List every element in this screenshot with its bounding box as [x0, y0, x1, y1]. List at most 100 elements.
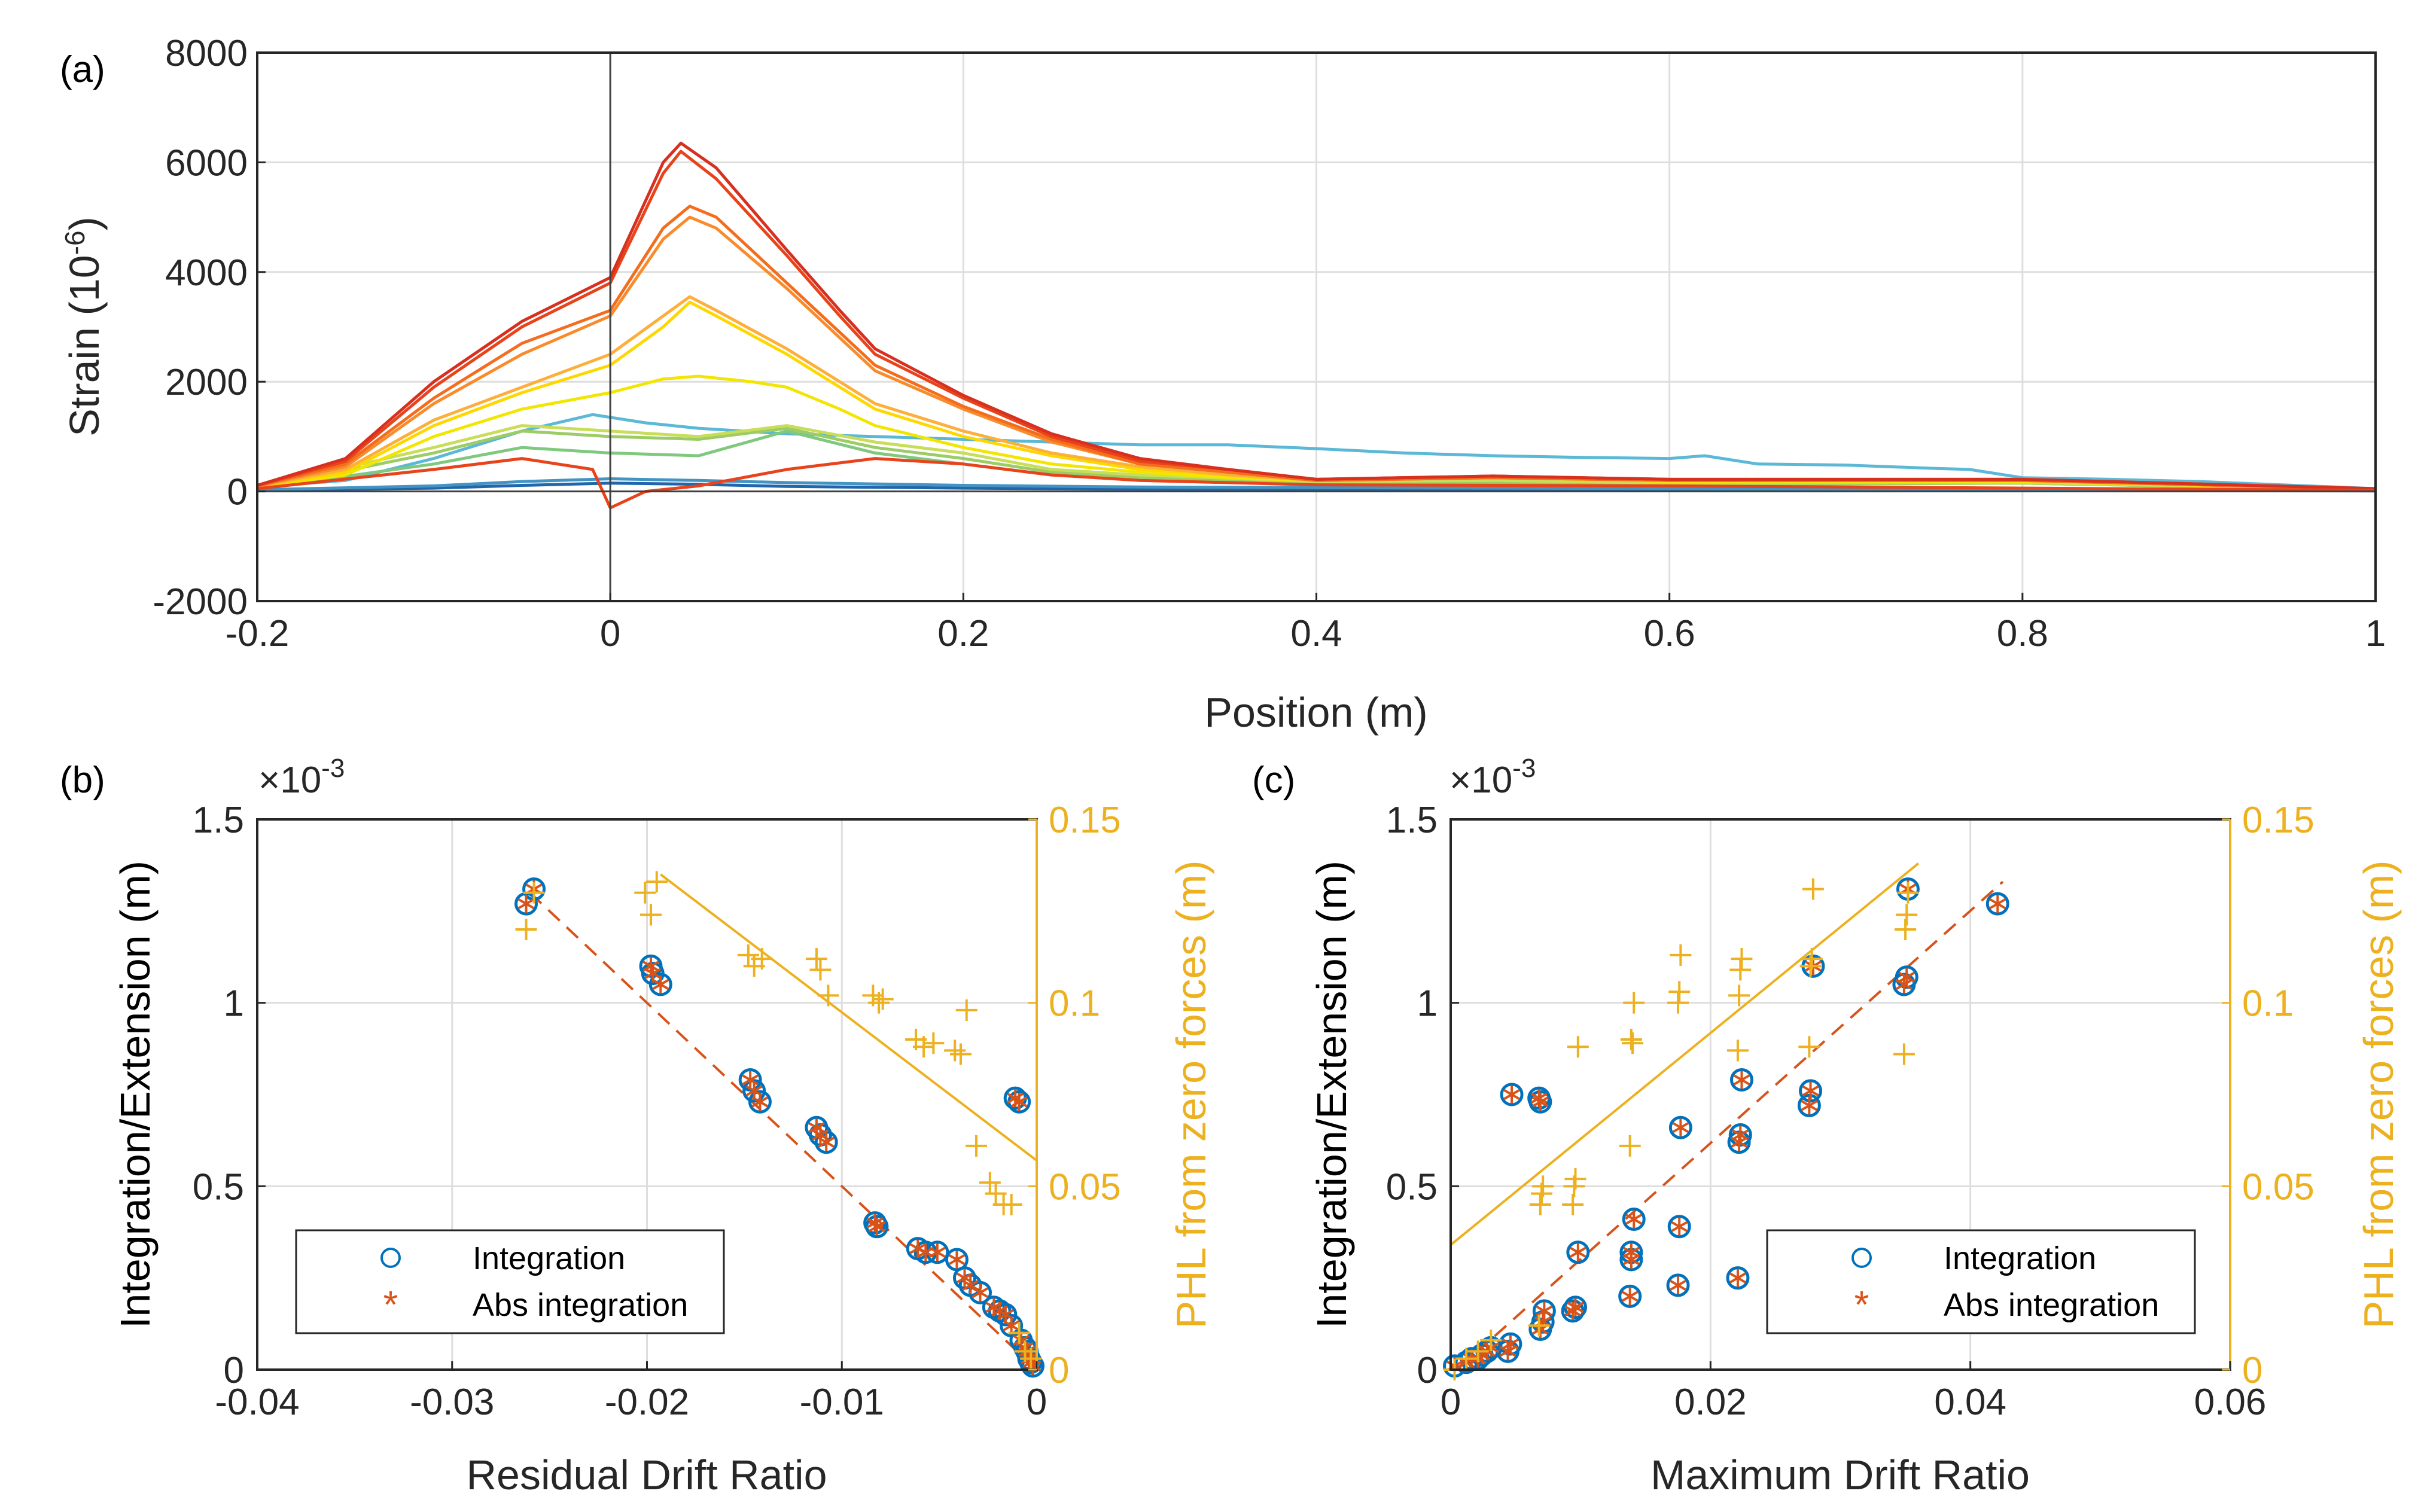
panel-a-grid — [256, 51, 2377, 602]
panel-c-phl-point — [1670, 944, 1692, 966]
asterisk-stroke — [818, 1136, 835, 1148]
panel-b-xtick-label: -0.02 — [605, 1382, 689, 1423]
panel-b-markers — [514, 871, 1044, 1378]
asterisk-stroke — [866, 1217, 884, 1228]
panel-b-integration-point — [738, 1068, 762, 1092]
panel-a-lines — [257, 141, 2376, 510]
panel-b-fit-line — [660, 873, 1038, 1162]
panel-b-phl-point — [944, 1040, 966, 1062]
asterisk-stroke — [1732, 1129, 1749, 1141]
panel-c-ytick-right-label: 0.15 — [2242, 800, 2315, 841]
panel-b-xtick-label: -0.04 — [215, 1382, 299, 1423]
asterisk-stroke — [1499, 1346, 1516, 1357]
panel-b-ytick-right-label: 0.15 — [1049, 800, 1121, 841]
asterisk-stroke — [1621, 1291, 1639, 1302]
panel-b-ylabel-left: Integration/Extension (m) — [112, 861, 159, 1328]
panel-c-abs-point — [1536, 1301, 1553, 1320]
panel-c-phl-point — [1467, 1340, 1489, 1362]
panel-b-ylabel-right: PHL from zero forces (m) — [1168, 860, 1214, 1328]
asterisk-stroke — [948, 1254, 966, 1266]
panel-c-legend-abs-marker: * — [1854, 1283, 1869, 1326]
panel-b-abs-point — [742, 1071, 759, 1089]
panel-b-phl-point — [872, 988, 894, 1010]
asterisk-stroke — [1898, 971, 1916, 983]
panel-b-integration-point — [742, 1079, 766, 1103]
asterisk-stroke — [1733, 1074, 1750, 1086]
asterisk-stroke — [928, 1246, 946, 1258]
panel-b-phl-point — [1008, 1322, 1030, 1344]
asterisk-stroke — [1003, 1320, 1020, 1331]
panel-b-xtick-label: 0 — [1027, 1382, 1047, 1423]
panel-b-phl-point — [809, 959, 832, 981]
panel-b-integration-point — [748, 1090, 772, 1114]
panel-a-series-s11 — [257, 205, 2376, 491]
asterisk-stroke — [972, 1287, 989, 1298]
asterisk-stroke — [1010, 1096, 1028, 1108]
panel-c-abs-point — [1622, 1243, 1640, 1261]
panel-c-ylabel-right: PHL from zero forces (m) — [2355, 860, 2402, 1328]
asterisk-stroke — [962, 1279, 979, 1291]
panel-b-phl-point — [634, 882, 656, 904]
panel-c-phl-point — [1620, 1029, 1642, 1050]
panel-c-abs-point — [1531, 1093, 1549, 1111]
panel-a-xlabel: Position (m) — [1204, 689, 1427, 736]
asterisk-stroke — [1569, 1246, 1586, 1258]
panel-b-phl-point — [640, 904, 662, 926]
asterisk-stroke — [1567, 1301, 1584, 1313]
panel-c-integration-point — [1985, 892, 2009, 916]
panel-b-abs-point — [972, 1284, 989, 1302]
panel-b-phl-point — [1020, 1348, 1042, 1370]
panel-c-xtick-label: 0 — [1441, 1382, 1461, 1423]
asterisk-stroke — [1622, 1246, 1640, 1258]
panel-b-ticks: -0.04 -0.03 -0.02 -0.01 000.511.500.050.10.1… — [193, 800, 1121, 1423]
panel-b-phl-point — [751, 948, 773, 970]
panel-c-phl-point — [1532, 1175, 1554, 1197]
panel-c-legend-abs: Abs integration — [1944, 1287, 2159, 1323]
panel-b-phl-point — [817, 984, 839, 1007]
panel-c-abs-point — [1530, 1089, 1548, 1108]
panel-a-ticks: -0.2 0 0.2 0.4 0.6 0.8 1 -2000 0 2000 4000 6000 8000 — [153, 33, 2386, 654]
panel-a-series-s14 — [257, 457, 2376, 510]
panel-c-phl-point — [1622, 1032, 1644, 1054]
panel-b-abs-point — [1010, 1093, 1028, 1111]
panel-b: (b) ×10-3 -0.04 -0.03 -0.02 -0.01 000.511.50… — [60, 754, 1214, 1498]
asterisk-stroke — [812, 1129, 829, 1141]
panel-c-ylabel-left: Integration/Extension (m) — [1308, 861, 1355, 1328]
panel-c-abs-point — [1567, 1298, 1584, 1316]
panel-c-ytick-left-label: 0.5 — [1386, 1166, 1438, 1208]
panel-c-phl-point — [1480, 1329, 1502, 1351]
panel-c-xtick-label: 0.02 — [1674, 1382, 1747, 1423]
panel-a-xtick-label: 0.4 — [1290, 613, 1342, 654]
asterisk-stroke — [1625, 1214, 1643, 1225]
panel-b-abs-point — [962, 1276, 979, 1294]
asterisk-stroke — [745, 1085, 763, 1097]
asterisk-stroke — [1729, 1272, 1746, 1284]
asterisk-stroke — [1731, 1136, 1748, 1148]
panel-a-xtick-label: -0.2 — [226, 613, 290, 654]
panel-a-ytick-label: 8000 — [165, 33, 248, 74]
asterisk-stroke — [1536, 1305, 1553, 1317]
panel-c-phl-point — [1455, 1348, 1478, 1370]
panel-a-series-s13 — [257, 141, 2376, 490]
panel-b-xtick-label: -0.01 — [800, 1382, 884, 1423]
panel-a-ytick-label: 4000 — [165, 252, 248, 294]
panel-b-abs-point — [948, 1251, 966, 1269]
panel-b-abs-point — [928, 1243, 946, 1261]
panel-c-integration-point — [1799, 1079, 1823, 1103]
panel-c-abs-point — [1670, 1276, 1687, 1294]
panel-b-phl-point — [949, 1043, 972, 1065]
panel-b-phl-point — [985, 1182, 1007, 1205]
panel-c-abs-point — [1672, 1118, 1689, 1137]
asterisk-stroke — [652, 978, 669, 990]
panel-c-phl-point — [1668, 981, 1691, 1003]
asterisk-stroke — [997, 1309, 1014, 1321]
panel-c-fit-line — [1456, 880, 2004, 1371]
panel-c-integration-point — [1566, 1240, 1590, 1264]
panel-c-legend-integration-marker — [1851, 1248, 1872, 1268]
panel-c-abs-point — [1729, 1269, 1746, 1287]
panel-c-abs-point — [1989, 895, 2006, 913]
panel-a-ytick-label: -2000 — [153, 581, 248, 623]
panel-c-integration-point — [1726, 1266, 1750, 1290]
panel-c-integration-point — [1666, 1273, 1690, 1297]
